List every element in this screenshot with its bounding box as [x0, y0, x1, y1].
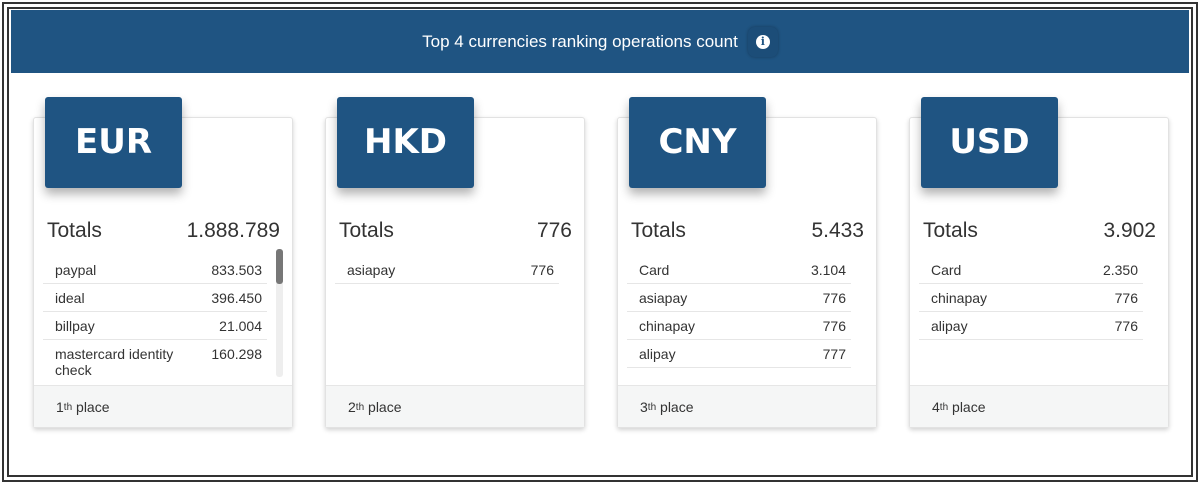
- inner-frame: [7, 7, 1193, 477]
- place-suffix: th: [355, 402, 365, 413]
- place-suffix: th: [939, 402, 949, 413]
- method-name: Card: [931, 262, 962, 278]
- info-circle-icon: i: [755, 34, 770, 49]
- currency-card-usd: USD Totals 3.902 Card 2.350 chinapay 776 alip…: [909, 97, 1169, 428]
- method-value: 776: [1114, 290, 1138, 306]
- method-value: 3.104: [810, 262, 846, 278]
- methods-list: Card 2.350 chinapay 776 alipay 776: [919, 256, 1143, 377]
- list-item: paypal 833.503: [43, 256, 267, 284]
- currency-badge: HKD: [337, 97, 474, 188]
- method-value: 396.450: [211, 290, 262, 306]
- method-name: mastercard identity check: [55, 346, 174, 377]
- method-value: 776: [822, 290, 846, 306]
- list-item: asiapay 776: [627, 284, 851, 312]
- place-number: 3: [640, 398, 648, 415]
- method-value: 776: [822, 318, 846, 334]
- list-item: mastercard identity check 160.298: [43, 340, 267, 377]
- place-word: place: [368, 398, 402, 415]
- method-value: 833.503: [211, 262, 262, 278]
- place-number: 1: [56, 398, 64, 415]
- list-item: alipay 777: [627, 340, 851, 368]
- list-item: Card 2.350: [919, 256, 1143, 284]
- totals-label: Totals: [923, 219, 978, 242]
- place-suffix: th: [647, 402, 657, 413]
- list-item: billpay 21.004: [43, 312, 267, 340]
- method-name: alipay: [639, 346, 676, 362]
- panel-header: Top 4 currencies ranking operations coun…: [11, 10, 1189, 73]
- currency-card-cny: CNY Totals 5.433 Card 3.104 asiapay 776 china…: [617, 97, 877, 428]
- info-button[interactable]: i: [747, 26, 778, 57]
- method-value: 777: [822, 346, 846, 362]
- method-name: asiapay: [639, 290, 688, 306]
- method-name: chinapay: [931, 290, 988, 306]
- method-value: 21.004: [219, 318, 262, 334]
- place-number: 2: [348, 398, 356, 415]
- list-item: ideal 396.450: [43, 284, 267, 312]
- currency-card-eur: EUR Totals 1.888.789 paypal 833.503 ideal 39…: [33, 97, 293, 428]
- totals-row: Totals 3.902: [923, 219, 1156, 243]
- list-item: asiapay 776: [335, 256, 559, 284]
- totals-label: Totals: [47, 219, 102, 242]
- method-name: alipay: [931, 318, 968, 334]
- place-suffix: th: [63, 402, 73, 413]
- method-value: 2.350: [1102, 262, 1138, 278]
- currency-badge: CNY: [629, 97, 766, 188]
- currency-badge: USD: [921, 97, 1058, 188]
- place-number: 4: [932, 398, 940, 415]
- method-value: 776: [530, 262, 554, 278]
- place-word: place: [660, 398, 694, 415]
- place-word: place: [952, 398, 986, 415]
- methods-list: Card 3.104 asiapay 776 chinapay 776 alipay 777: [627, 256, 851, 377]
- totals-row: Totals 1.888.789: [47, 219, 280, 243]
- method-name: paypal: [55, 262, 97, 278]
- place-word: place: [76, 398, 110, 415]
- method-name: chinapay: [639, 318, 696, 334]
- methods-list: paypal 833.503 ideal 396.450 billpay 21.004 ma…: [43, 256, 267, 377]
- totals-value: 3.902: [1103, 219, 1156, 242]
- panel-title: Top 4 currencies ranking operations coun…: [422, 31, 738, 51]
- methods-list: asiapay 776: [335, 256, 559, 377]
- totals-value: 5.433: [811, 219, 864, 242]
- method-value: 776: [1114, 318, 1138, 334]
- currency-badge: EUR: [45, 97, 182, 188]
- scrollbar-thumb[interactable]: [276, 249, 283, 284]
- list-item: alipay 776: [919, 312, 1143, 340]
- totals-value: 776: [536, 219, 572, 242]
- method-name: ideal: [55, 290, 85, 306]
- totals-row: Totals 5.433: [631, 219, 864, 243]
- list-item: chinapay 776: [919, 284, 1143, 312]
- method-name: asiapay: [347, 262, 396, 278]
- method-name: billpay: [55, 318, 95, 334]
- totals-label: Totals: [631, 219, 686, 242]
- method-value: 160.298: [211, 346, 262, 362]
- method-name: Card: [639, 262, 670, 278]
- totals-row: Totals 776: [339, 219, 572, 243]
- list-item: Card 3.104: [627, 256, 851, 284]
- list-item: chinapay 776: [627, 312, 851, 340]
- totals-label: Totals: [339, 219, 394, 242]
- totals-value: 1.888.789: [186, 219, 280, 242]
- list-scrollbar[interactable]: [276, 249, 283, 377]
